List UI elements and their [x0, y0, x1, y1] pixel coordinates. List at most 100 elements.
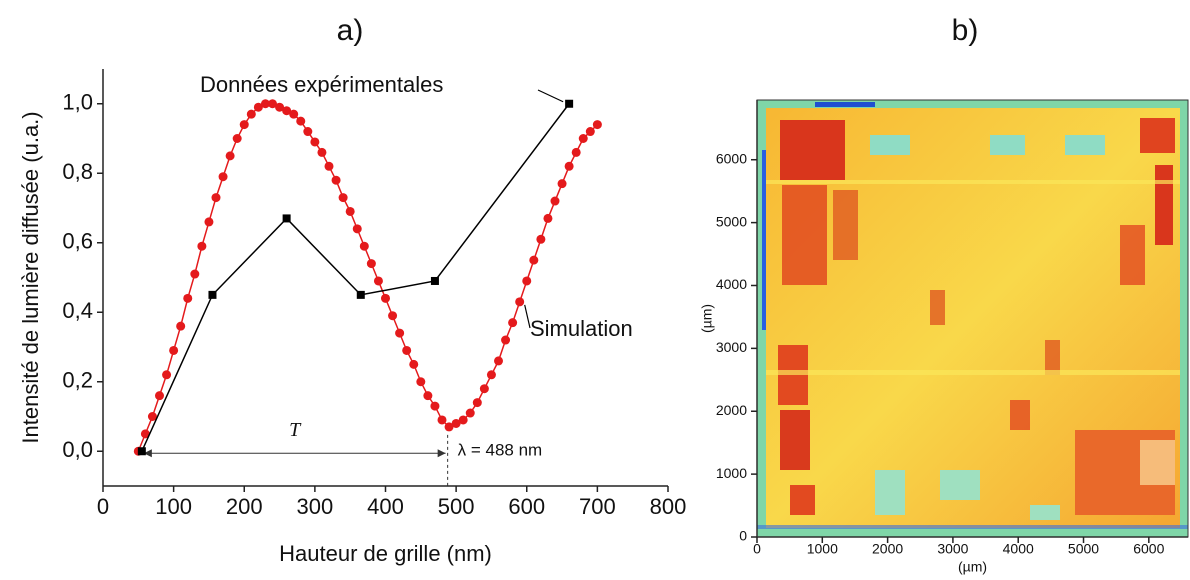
data-point [395, 328, 405, 338]
data-point [218, 172, 228, 182]
data-point [565, 99, 574, 108]
y-tick-label: 4000 [716, 276, 747, 292]
data-point [494, 356, 503, 366]
data-point [515, 297, 525, 307]
data-point [268, 99, 277, 109]
data-point [253, 102, 263, 112]
x-tick-label: 300 [297, 494, 334, 519]
x-tick-label: 2000 [872, 541, 903, 557]
x-tick-label: 0 [753, 541, 761, 557]
data-point [303, 127, 313, 137]
y-tick-label: 6000 [716, 150, 747, 166]
data-point [317, 147, 327, 157]
data-point [282, 214, 291, 223]
data-point [211, 193, 221, 203]
data-point [465, 408, 475, 418]
data-point [564, 161, 574, 171]
y-tick-label: 3000 [716, 339, 747, 355]
data-point [190, 269, 200, 279]
data-point [296, 116, 306, 126]
x-tick-label: 800 [650, 494, 687, 519]
data-point [479, 384, 489, 394]
data-point [289, 109, 299, 119]
data-point [137, 447, 146, 456]
data-point [571, 147, 581, 157]
data-point [204, 217, 214, 227]
y-tick-label: 5000 [716, 213, 747, 229]
y-tick-label: 0,0 [62, 437, 93, 462]
data-point [352, 224, 362, 234]
x-tick-label: 0 [97, 494, 109, 519]
x-tick-label: 600 [508, 494, 545, 519]
data-point [430, 276, 439, 285]
data-point [197, 241, 207, 251]
legend-arrow [524, 304, 531, 329]
legend-label: Simulation [530, 316, 633, 341]
data-point [356, 290, 365, 299]
x-tick-label: 3000 [937, 541, 968, 557]
data-point [176, 321, 186, 331]
y-tick-label: 0 [739, 528, 747, 544]
y-axis-label: (µm) [699, 304, 715, 333]
series-line [141, 103, 570, 452]
data-point [536, 234, 546, 244]
data-point [543, 213, 553, 223]
data-point [282, 106, 292, 116]
y-tick-label: 0,4 [62, 298, 93, 323]
y-axis-label: Intensité de lumière diffusée (u.a.) [18, 111, 43, 443]
data-point [444, 422, 454, 432]
x-axis-label: Hauteur de grille (nm) [279, 541, 492, 566]
data-point [585, 127, 595, 137]
data-point [578, 134, 588, 143]
data-point [550, 196, 560, 206]
x-tick-label: 5000 [1068, 541, 1099, 557]
plot-frame [756, 99, 1189, 538]
data-point [592, 120, 602, 130]
data-point [458, 415, 468, 425]
y-tick-label: 0,2 [62, 368, 93, 393]
data-point [508, 318, 518, 328]
data-point [260, 99, 270, 109]
x-axis-label: (µm) [958, 559, 987, 575]
y-tick-label: 1,0 [62, 90, 93, 115]
data-point [529, 255, 539, 265]
data-point [373, 276, 383, 286]
data-point [169, 345, 179, 355]
data-point [345, 206, 355, 216]
x-tick-label: 200 [226, 494, 263, 519]
data-point [183, 293, 193, 303]
y-tick-label: 0,8 [62, 159, 93, 184]
data-point [162, 370, 172, 380]
y-tick-label: 2000 [716, 402, 747, 418]
data-point [310, 137, 320, 147]
data-point [486, 370, 496, 380]
data-point [232, 134, 242, 143]
data-point [147, 412, 157, 421]
data-point [501, 335, 511, 345]
data-point [208, 290, 217, 299]
x-tick-label: 700 [579, 494, 616, 519]
y-tick-label: 0,6 [62, 229, 93, 254]
annotation: λ = 488 nm [458, 441, 543, 460]
data-point [225, 151, 235, 161]
data-point [451, 418, 461, 428]
data-point [381, 293, 390, 303]
x-tick-label: 6000 [1133, 541, 1164, 557]
data-point [388, 311, 398, 321]
data-point [430, 401, 440, 411]
data-point [331, 175, 341, 185]
x-tick-label: 500 [438, 494, 475, 519]
x-tick-label: 400 [367, 494, 404, 519]
legend-arrow [537, 89, 564, 103]
data-point [409, 359, 419, 369]
data-point [402, 345, 412, 355]
data-point [275, 102, 285, 112]
data-point [557, 179, 567, 189]
data-point [472, 398, 482, 408]
data-point [239, 120, 249, 130]
data-point [423, 391, 433, 401]
data-point [140, 429, 150, 439]
data-point [416, 377, 426, 387]
data-point [155, 391, 164, 401]
